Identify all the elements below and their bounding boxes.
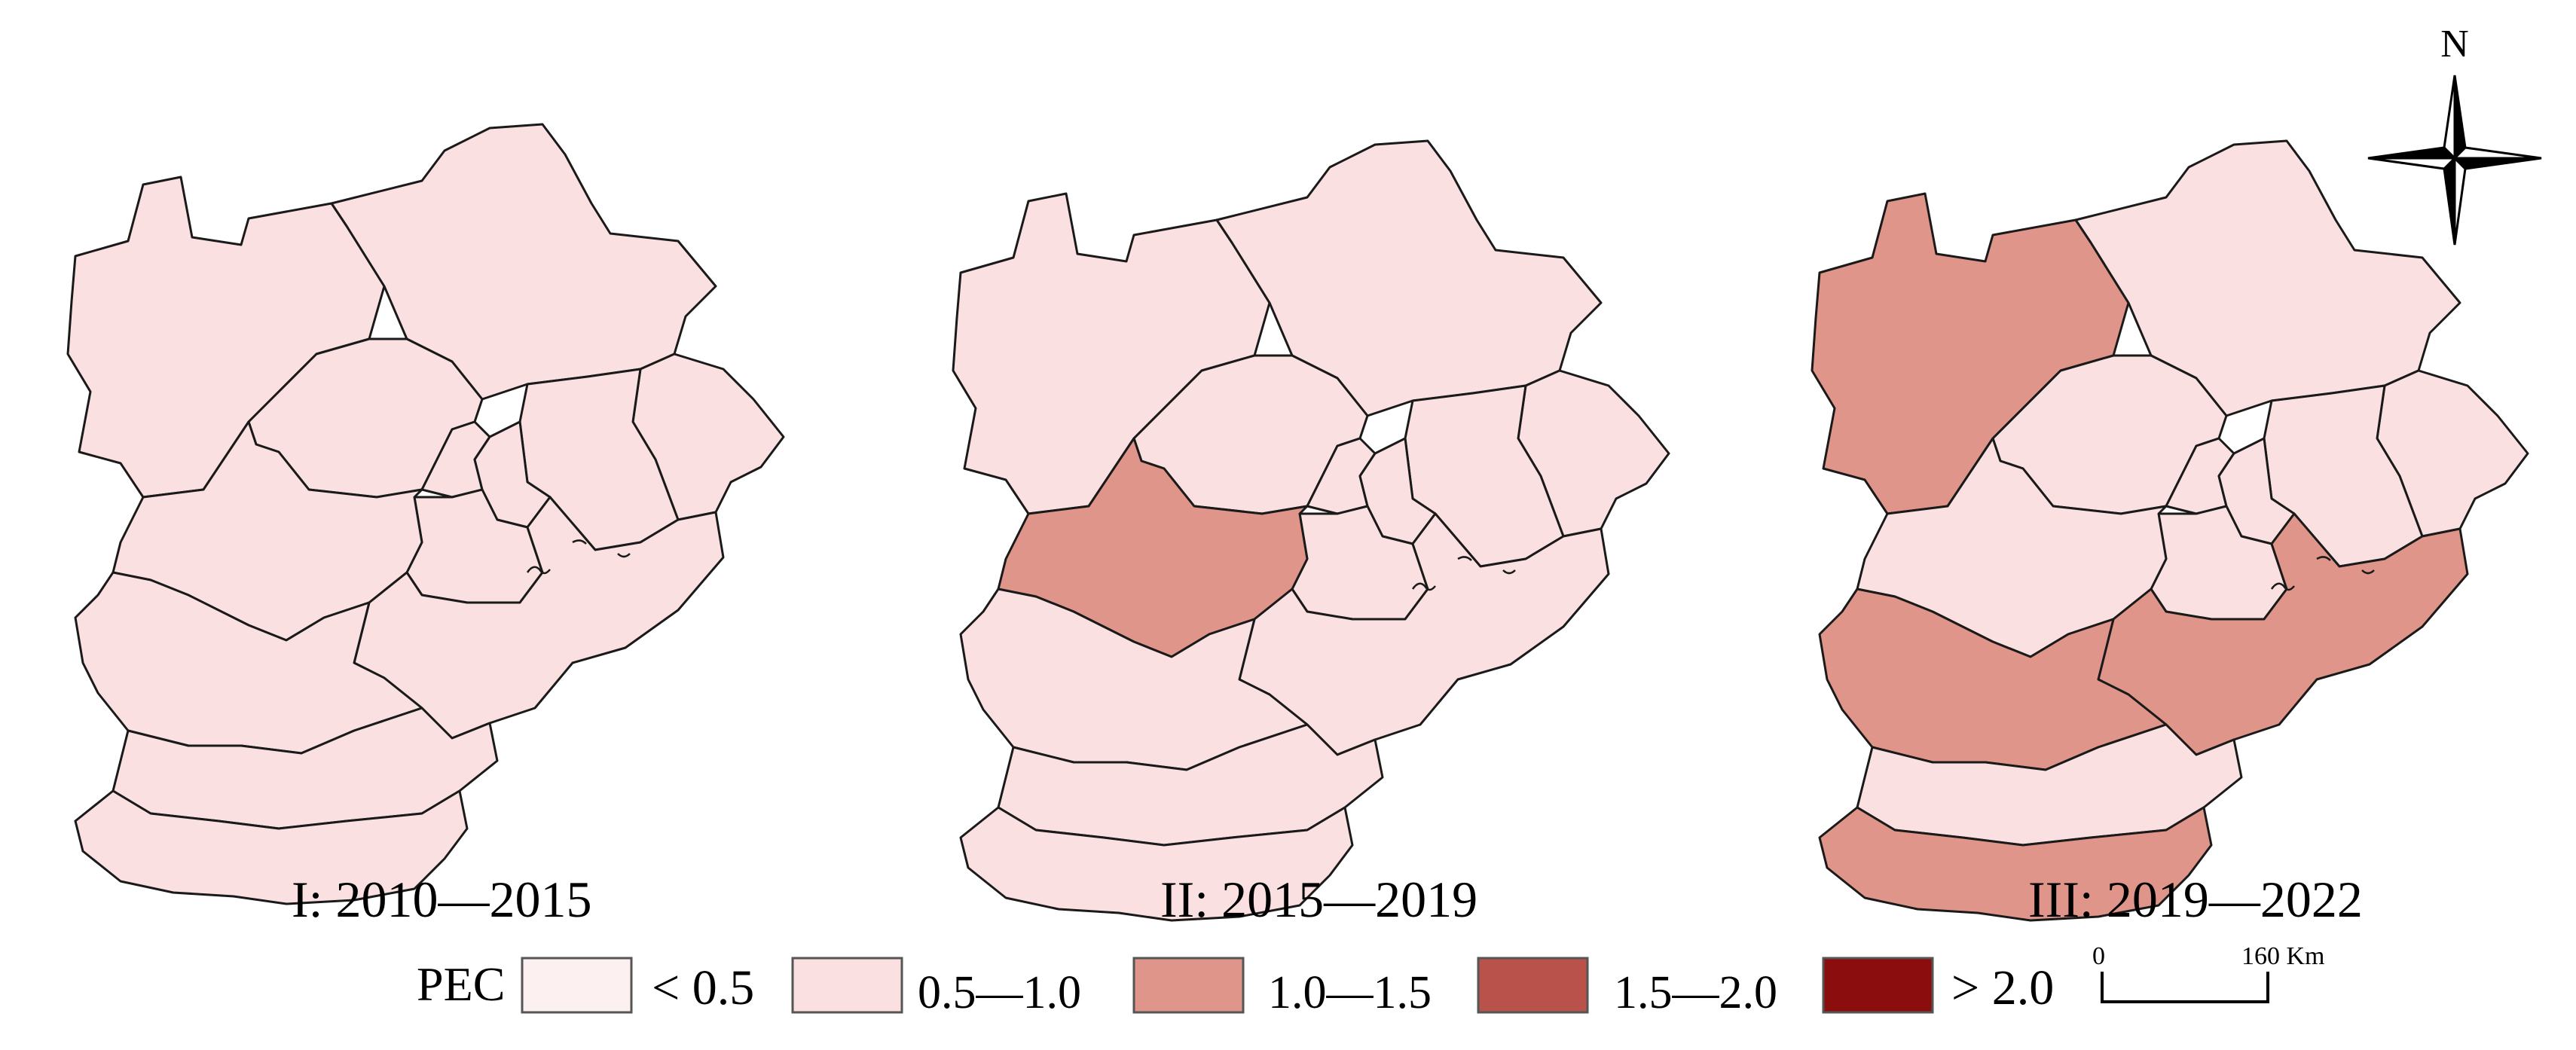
legend-title: PEC [417, 957, 505, 1011]
region-s2 [1818, 806, 2213, 922]
legend-swatch-1-5-2-0 [1477, 957, 1589, 1014]
legend-label-0-5-1-0: 0.5—1.0 [918, 967, 1081, 1018]
region-s2 [959, 806, 1354, 922]
coastline-detail [1411, 556, 1516, 591]
coastline-detail [2270, 556, 2375, 591]
scale-end-label: 160 Km [2241, 942, 2325, 970]
legend: PEC < 0.5 0.5—1.0 1.0—1.5 1.5—2.0 > 2.0 [417, 957, 2054, 1018]
legend-label-lt-0-5: < 0.5 [652, 960, 754, 1015]
coastline-detail [526, 539, 631, 575]
legend-swatch-0-5-1-0 [791, 957, 903, 1014]
scale-bar: 0 160 Km [2092, 942, 2325, 1003]
legend-label-1-0-1-5: 1.0—1.5 [1268, 967, 1432, 1018]
legend-swatch-lt-0-5 [521, 957, 633, 1014]
legend-swatch-gt-2-0 [1822, 957, 1934, 1014]
north-label: N [2440, 23, 2469, 66]
region-s2 [74, 789, 469, 905]
map-label-3: III: 2019—2022 [2028, 871, 2363, 928]
map-label-2: II: 2015—2019 [1160, 871, 1477, 928]
map-panel-2019-2022 [1811, 139, 2529, 922]
map-panel-2010-2015 [66, 123, 785, 905]
map-label-1: I: 2010—2015 [292, 871, 592, 928]
legend-swatch-1-0-1-5 [1132, 957, 1245, 1014]
map-panel-2015-2019 [952, 139, 1670, 922]
north-arrow-icon: N [2367, 23, 2542, 246]
legend-label-1-5-2-0: 1.5—2.0 [1614, 967, 1777, 1018]
legend-label-gt-2-0: > 2.0 [1951, 960, 2054, 1015]
scale-start-label: 0 [2092, 942, 2105, 970]
